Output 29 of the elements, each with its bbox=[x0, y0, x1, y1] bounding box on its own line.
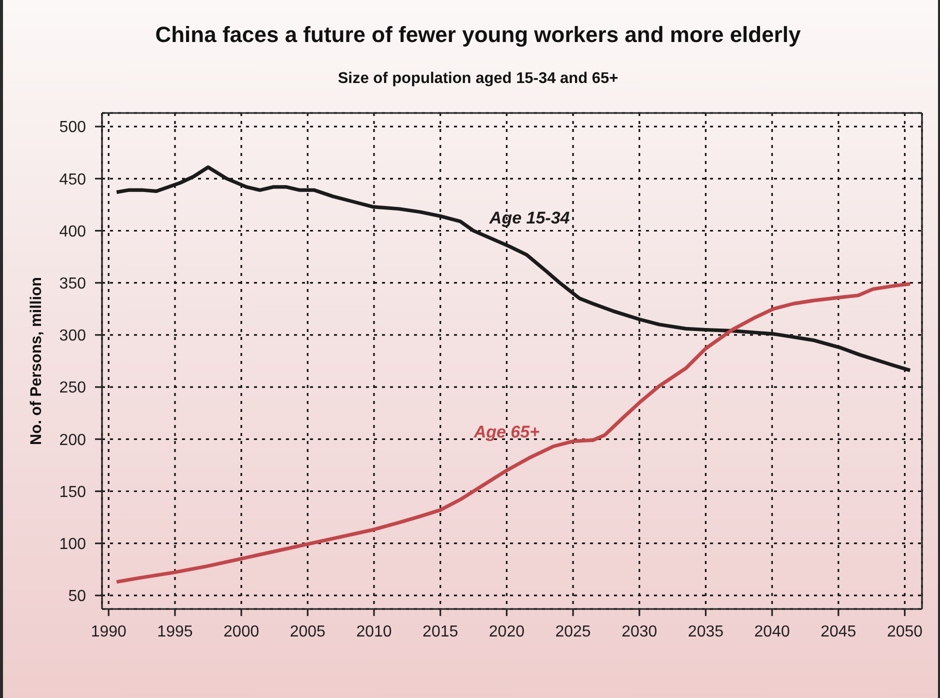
x-tick-label: 2050 bbox=[886, 623, 923, 640]
x-tick-label: 2045 bbox=[820, 623, 856, 640]
x-tick-label: 2025 bbox=[555, 623, 591, 640]
x-tick-label: 2000 bbox=[224, 623, 260, 640]
y-tick-label: 250 bbox=[59, 380, 86, 397]
x-tick-label: 2035 bbox=[688, 623, 724, 640]
x-tick-label: 2030 bbox=[622, 623, 658, 640]
y-tick-label: 100 bbox=[59, 536, 86, 554]
x-tick-label: 1995 bbox=[157, 623, 193, 640]
y-tick-label: 500 bbox=[59, 119, 86, 136]
chart-subtitle: Size of population aged 15-34 and 65+ bbox=[336, 70, 620, 88]
x-tick-label: 2010 bbox=[356, 623, 392, 640]
x-tick-label: 2020 bbox=[488, 623, 525, 640]
y-tick-label: 450 bbox=[59, 171, 86, 188]
x-tick-label: 2015 bbox=[422, 623, 458, 640]
series-label: Age 15-34 bbox=[488, 208, 570, 228]
x-tick-label: 1990 bbox=[90, 623, 127, 640]
y-tick-label: 150 bbox=[59, 484, 86, 501]
y-tick-label: 300 bbox=[59, 328, 86, 345]
line-series bbox=[114, 282, 912, 584]
y-tick-label: 400 bbox=[59, 223, 86, 240]
y-tick-label: 350 bbox=[59, 276, 86, 293]
x-tick-label: 2005 bbox=[290, 623, 326, 640]
chart-title: China faces a future of fewer young workers and more elderly bbox=[154, 22, 802, 48]
y-tick-label: 50 bbox=[68, 588, 86, 606]
y-tick-label: 200 bbox=[59, 432, 86, 449]
x-tick-label: 2040 bbox=[754, 623, 790, 640]
y-axis-title: No. of Persons, million bbox=[28, 277, 44, 445]
series-label: Age 65+ bbox=[472, 422, 540, 441]
